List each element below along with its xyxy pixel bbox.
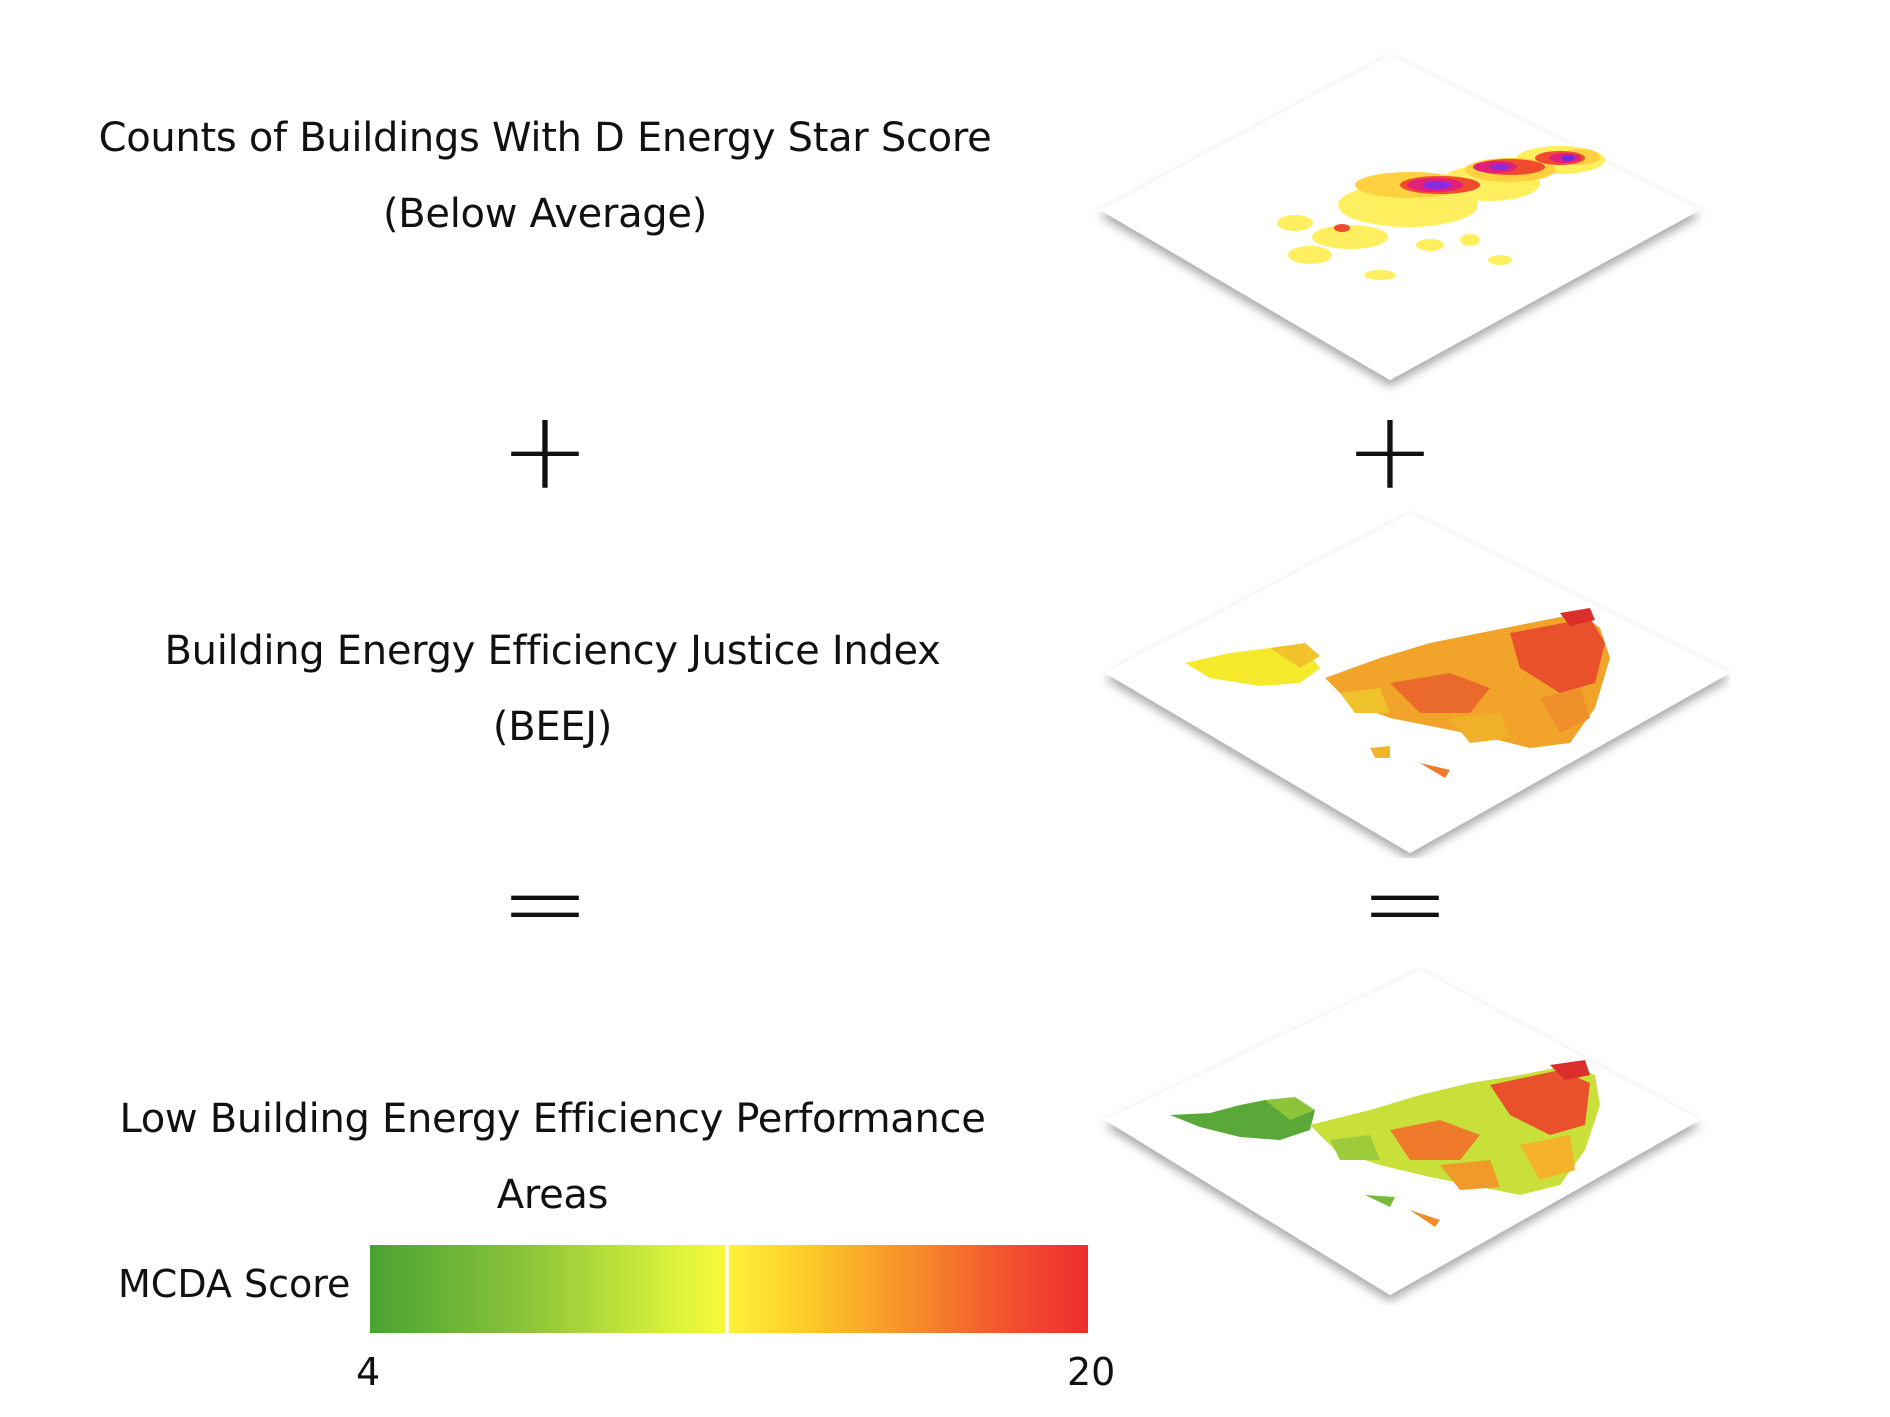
legend-max-label: 20 bbox=[1067, 1350, 1116, 1394]
mcda-color-scale bbox=[370, 1245, 1088, 1333]
equals-operator-right: = bbox=[1359, 841, 1451, 966]
layer3-title: Low Building Energy Efficiency Performan… bbox=[119, 1096, 986, 1218]
low-performance-map-layer bbox=[1105, 970, 1700, 1295]
layer2-title: Building Energy Efficiency Justice Index bbox=[164, 628, 941, 674]
layer2-subtitle: (BEEJ) bbox=[492, 704, 613, 750]
layer1-title: Counts of Buildings With D Energy Star S… bbox=[98, 115, 992, 161]
legend-title: MCDA Score bbox=[118, 1262, 351, 1306]
equals-operator-left: = bbox=[499, 841, 591, 966]
mcda-pattern bbox=[1170, 1060, 1600, 1227]
plus-operator-right: + bbox=[1344, 389, 1436, 514]
plus-operator-left: + bbox=[499, 389, 591, 514]
legend-min-label: 4 bbox=[356, 1350, 381, 1394]
layer3-label: Low Building Energy Efficiency Performan… bbox=[60, 1081, 1045, 1233]
layer1-subtitle: (Below Average) bbox=[382, 191, 708, 237]
layer2-label: Building Energy Efficiency Justice Index… bbox=[60, 613, 1045, 765]
hotspot-pattern bbox=[1277, 146, 1605, 280]
building-counts-map-layer bbox=[1100, 55, 1700, 380]
beej-map-layer bbox=[1105, 513, 1730, 853]
beej-pattern bbox=[1185, 608, 1610, 778]
layer1-label: Counts of Buildings With D Energy Star S… bbox=[60, 100, 1030, 252]
